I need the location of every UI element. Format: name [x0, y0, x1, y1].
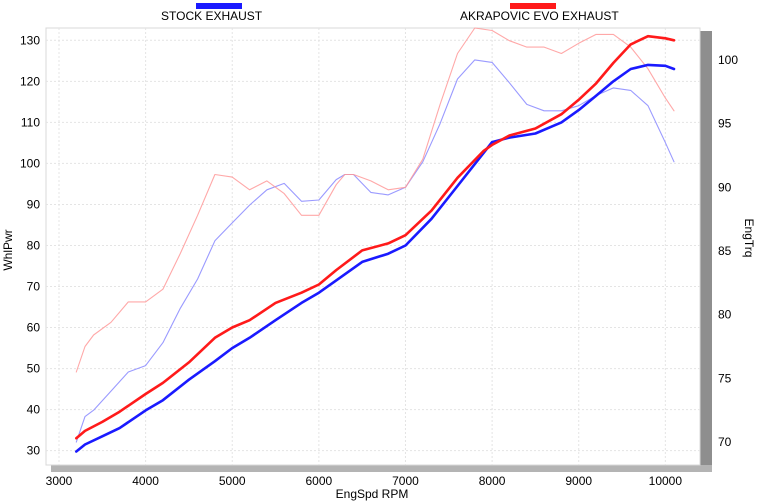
series-line-akrapovic-engtrq [75, 27, 675, 373]
y-left-tick-label: 30 [27, 444, 41, 458]
legend-label-akrapovic: AKRAPOVIC EVO EXHAUST [460, 9, 619, 23]
x-tick-label: 10000 [649, 474, 683, 488]
y-right-tick-label: 95 [718, 117, 732, 131]
y-right-tick-label: 85 [718, 244, 732, 258]
y-left-tick-label: 90 [27, 197, 41, 211]
x-tick-label: 9000 [565, 474, 592, 488]
y-right-axis-title: EngTrq [742, 219, 756, 258]
x-tick-label: 8000 [479, 474, 506, 488]
y-left-tick-label: 60 [27, 321, 41, 335]
y-left-tick-label: 120 [20, 74, 40, 88]
y-right-tick-label: 75 [718, 371, 732, 385]
y-right-tick-label: 100 [718, 53, 738, 67]
y-right-tick-label: 80 [718, 308, 732, 322]
y-right-tick-label: 70 [718, 435, 732, 449]
legend-swatch-stock [196, 3, 242, 9]
y-left-tick-label: 110 [21, 115, 40, 129]
y-right-tick-label: 90 [718, 180, 732, 194]
x-tick-label: 6000 [306, 474, 333, 488]
legend-label-stock: STOCK EXHAUST [161, 9, 263, 23]
series-line-akrapovic-whlpwr [75, 34, 676, 440]
y-left-tick-label: 50 [27, 362, 41, 376]
y-left-axis-title: WhlPwr [1, 229, 15, 270]
x-tick-label: 3000 [46, 474, 73, 488]
series-line-stock-engtrq [75, 59, 675, 443]
legend-swatch-akrapovic [510, 3, 556, 9]
y-left-tick-label: 40 [27, 403, 41, 417]
plot-shadow-right [700, 31, 712, 472]
x-tick-label: 5000 [219, 474, 246, 488]
x-tick-label: 4000 [132, 474, 159, 488]
tick-labels: 3000 4000 5000 6000 7000 8000 9000 10000 30 40 50 6… [20, 33, 738, 488]
series-lines [75, 27, 676, 453]
plot-shadow-bottom [51, 465, 712, 472]
legend: STOCK EXHAUST AKRAPOVIC EVO EXHAUST [161, 3, 619, 23]
plot-area-shadow [51, 31, 712, 472]
x-axis-title: EngSpd RPM [336, 487, 409, 501]
y-left-tick-label: 80 [27, 238, 41, 252]
series-line-stock-whlpwr [75, 63, 676, 453]
x-tick-label: 7000 [392, 474, 419, 488]
y-left-tick-label: 100 [20, 156, 40, 170]
y-left-tick-label: 70 [27, 280, 41, 294]
y-left-tick-label: 130 [20, 33, 40, 47]
